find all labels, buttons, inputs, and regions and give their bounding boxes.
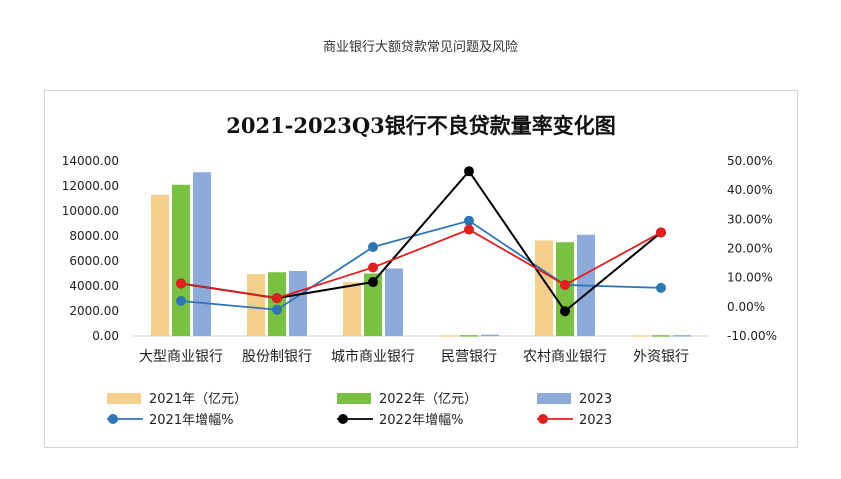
category-labels: 大型商业银行 股份制银行 城市商业银行 民营银行 农村商业银行 外资银行: [139, 348, 689, 365]
y-left-tick-label: 12000.00: [62, 179, 119, 193]
legend-label: 2023: [579, 413, 612, 428]
bar-1-4: [439, 335, 457, 337]
category-label: 民营银行: [441, 349, 497, 365]
chart-title: 2021-2023Q3银行不良贷款量率变化图: [226, 113, 616, 138]
bar-1-3: [343, 282, 361, 336]
y-left-tick-label: 10000.00: [62, 204, 119, 218]
line-1-point-3: [368, 242, 378, 253]
y-axis-right: 50.00% 40.00% 30.00% 20.00% 10.00% 0.00% -10.0…: [727, 154, 777, 343]
y-right-tick-label: 0.00%: [727, 300, 765, 314]
bar-2-6: [652, 335, 670, 337]
category-label: 农村商业银行: [523, 349, 607, 365]
bar-1-1: [151, 194, 169, 336]
line-3-point-4: [464, 224, 474, 235]
line-series-group: [176, 166, 666, 317]
legend-label: 2021年增幅%: [149, 413, 233, 428]
line-3-point-1: [176, 278, 186, 289]
line-series-1: [180, 219, 662, 311]
bar-2-3: [364, 273, 382, 336]
legend-marker-2: [338, 414, 348, 424]
bar-2-4: [460, 335, 478, 337]
bar-series-group: [151, 172, 691, 337]
line-1-point-2: [272, 304, 282, 315]
chart-frame: 2021-2023Q3银行不良贷款量率变化图 14000.00 12000.00 1…: [44, 90, 798, 448]
category-label: 外资银行: [633, 349, 689, 365]
line-2-point-5: [560, 306, 570, 317]
line-1-point-6: [656, 282, 666, 293]
line-1-point-1: [176, 296, 186, 306]
bar-3-6: [673, 335, 691, 337]
legend-label: 2023: [579, 392, 612, 407]
y-left-tick-label: 8000.00: [69, 229, 119, 243]
bar-2-1: [172, 184, 190, 336]
bar-3-2: [289, 271, 307, 336]
page-header: 商业银行大额贷款常见问题及风险: [322, 40, 518, 55]
bar-3-3: [385, 268, 403, 336]
line-3-point-2: [272, 293, 282, 304]
bar-2-2: [268, 272, 286, 336]
line-series-3: [180, 228, 662, 300]
legend-swatch-bar-1: [107, 393, 141, 404]
line-3-point-3: [368, 262, 378, 273]
legend-swatch-bar-2: [337, 393, 371, 404]
bar-1-2: [247, 274, 265, 336]
bar-3-4: [481, 334, 499, 337]
y-right-tick-label: 30.00%: [727, 212, 773, 226]
legend-marker-3: [538, 414, 548, 424]
bar-1-5: [535, 240, 553, 336]
y-right-tick-label: -10.00%: [727, 329, 777, 343]
y-left-tick-label: 4000.00: [69, 279, 119, 293]
line-3-point-5: [560, 279, 570, 290]
legend-swatch-bar-3: [537, 393, 571, 404]
legend-marker-1: [108, 414, 118, 424]
legend-label: 2022年增幅%: [379, 413, 463, 428]
y-axis-left: 14000.00 12000.00 10000.00 8000.00 6000.00 40…: [62, 154, 119, 343]
legend-label: 2022年（亿元）: [379, 392, 477, 407]
category-label: 股份制银行: [242, 349, 312, 365]
bar-1-6: [631, 335, 649, 337]
legend: 2021年（亿元） 2022年（亿元） 2023 2021年增幅% 2022年增幅% 20…: [107, 392, 612, 428]
y-right-tick-label: 40.00%: [727, 183, 773, 197]
line-1-point-4: [464, 215, 474, 226]
line-3-point-6: [656, 227, 666, 238]
y-right-tick-label: 50.00%: [727, 154, 773, 168]
line-2-point-3: [368, 277, 378, 288]
y-right-tick-label: 10.00%: [727, 271, 773, 285]
legend-label: 2021年（亿元）: [149, 392, 247, 407]
category-label: 大型商业银行: [139, 349, 223, 365]
category-label: 城市商业银行: [331, 348, 415, 365]
y-left-tick-label: 2000.00: [69, 304, 119, 318]
y-left-tick-label: 14000.00: [62, 154, 119, 168]
bar-3-1: [193, 172, 211, 336]
line-2-point-4: [464, 166, 474, 177]
y-left-tick-label: 0.00: [92, 329, 119, 343]
y-left-tick-label: 6000.00: [69, 254, 119, 268]
bank-npl-chart: 2021-2023Q3银行不良贷款量率变化图 14000.0012000.001…: [62, 113, 777, 428]
y-right-tick-label: 20.00%: [727, 242, 773, 256]
